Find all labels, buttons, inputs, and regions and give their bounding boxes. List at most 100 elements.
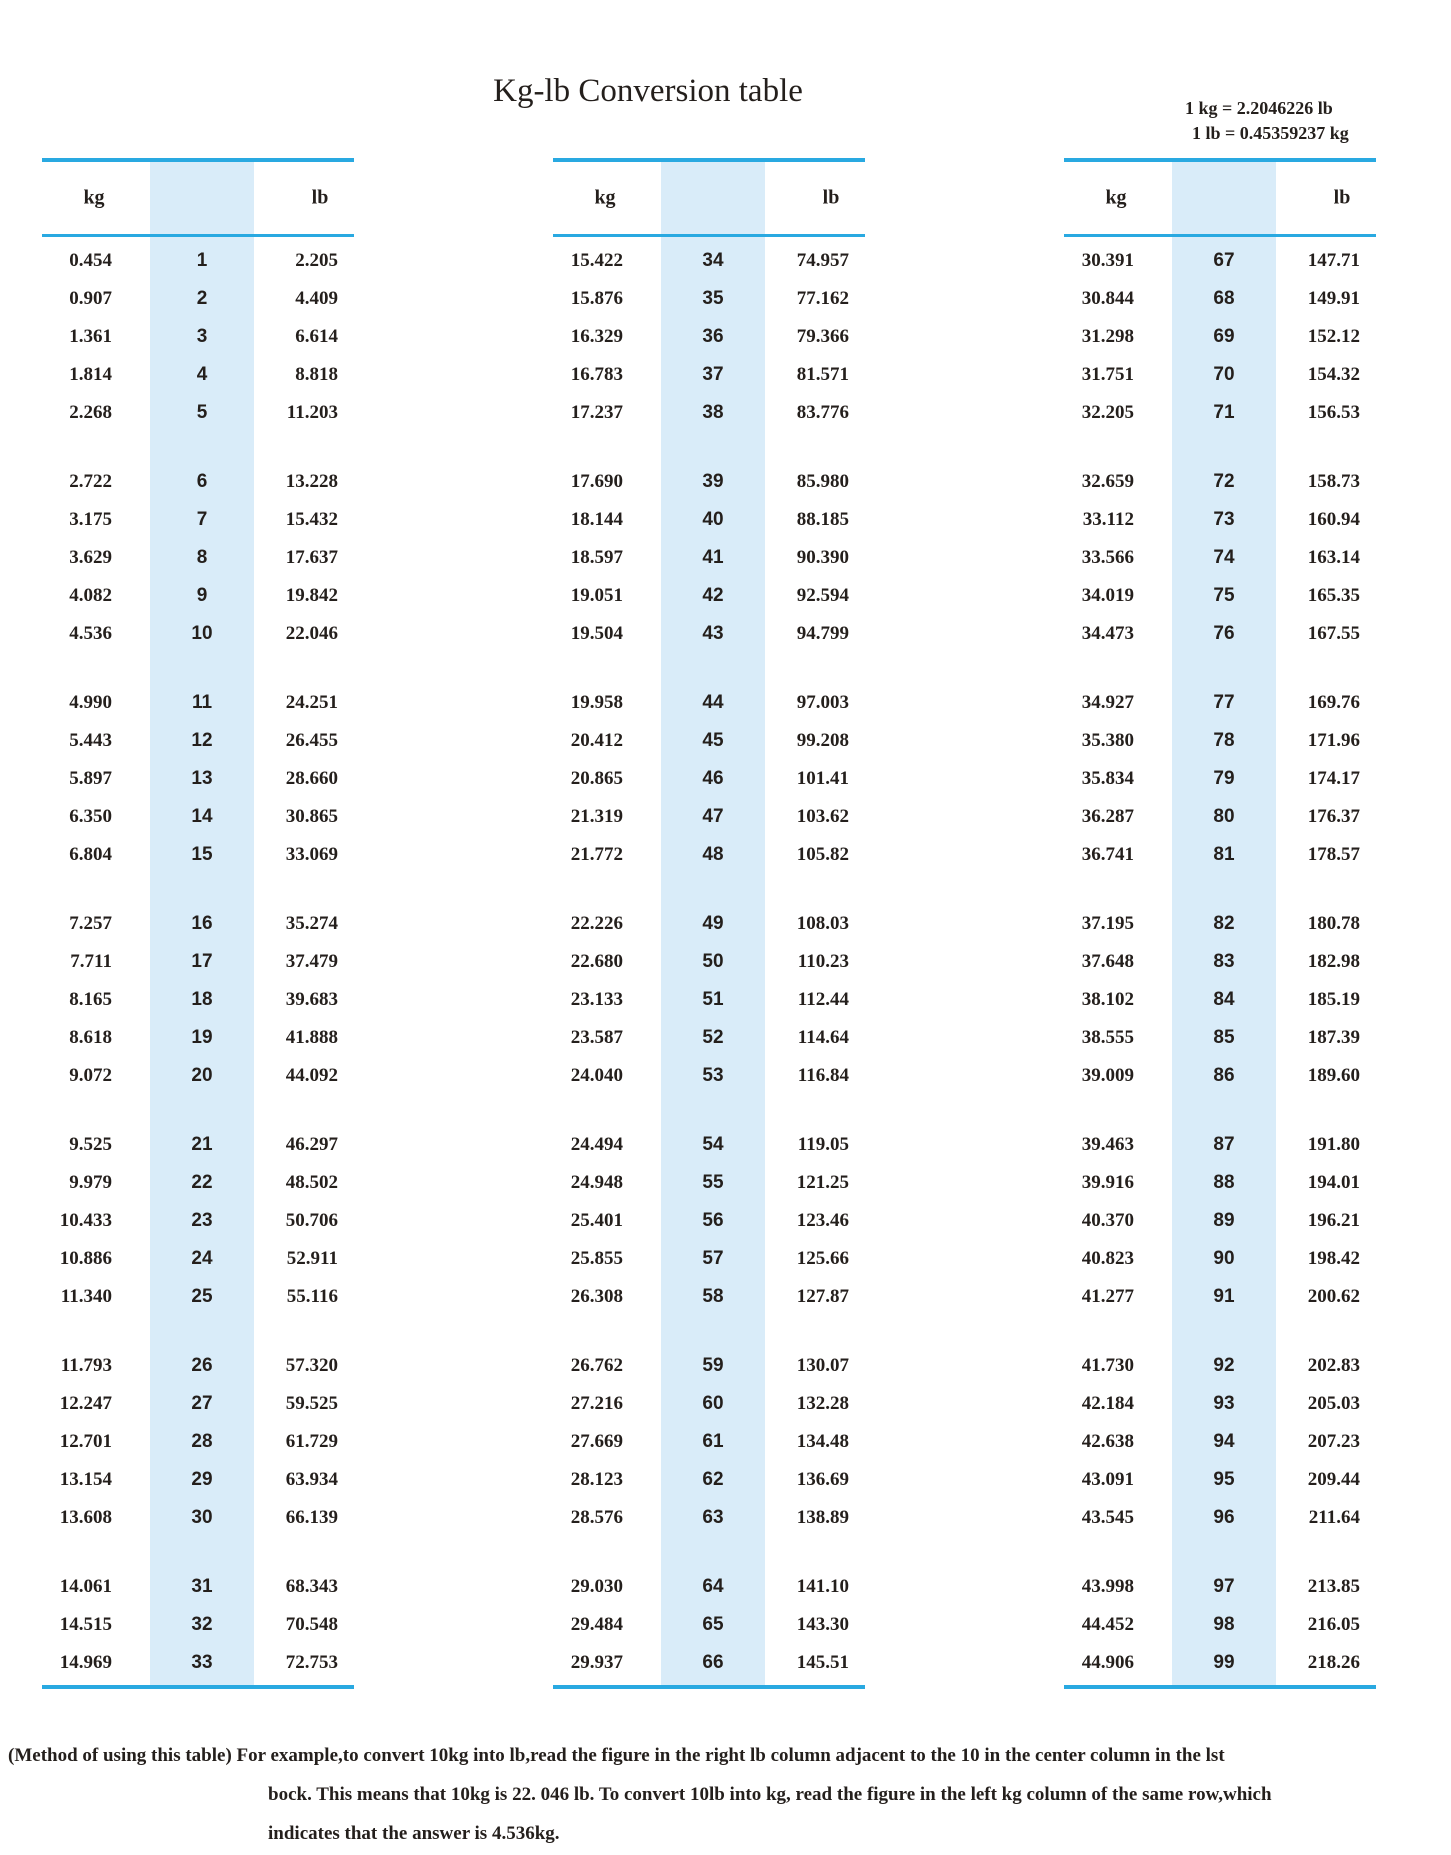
group-spacer xyxy=(1064,1316,1376,1347)
lb-value: 2.205 xyxy=(295,250,338,271)
kg-value: 4.536 xyxy=(69,623,112,644)
table-row: 33.112 73 160.94 xyxy=(1064,501,1376,539)
center-number: 9 xyxy=(196,585,208,606)
kg-value: 42.184 xyxy=(1081,1393,1134,1414)
center-number: 64 xyxy=(702,1576,724,1597)
center-number: 99 xyxy=(1213,1652,1235,1673)
kg-column-header: kg xyxy=(83,186,105,209)
center-number: 47 xyxy=(702,806,724,827)
table-row: 6.804 15 33.069 xyxy=(42,836,354,874)
lb-value: 52.911 xyxy=(286,1248,338,1269)
center-number: 18 xyxy=(191,989,213,1010)
kg-value: 27.216 xyxy=(570,1393,623,1414)
factor-lb-to-kg: 1 lb = 0.45359237 kg xyxy=(1192,123,1349,143)
group-spacer xyxy=(1064,653,1376,684)
center-number: 26 xyxy=(191,1355,213,1376)
method-note: (Method of using this table) For example… xyxy=(8,1736,1272,1853)
table-row: 14.061 31 68.343 xyxy=(42,1568,354,1606)
kg-value: 24.948 xyxy=(570,1172,623,1193)
lb-value: 187.39 xyxy=(1307,1027,1360,1048)
table-row: 40.823 90 198.42 xyxy=(1064,1240,1376,1278)
kg-value: 37.648 xyxy=(1081,951,1134,972)
kg-value: 38.555 xyxy=(1081,1027,1134,1048)
kg-value: 39.463 xyxy=(1081,1134,1134,1155)
kg-value: 15.422 xyxy=(570,250,623,271)
lb-value: 79.366 xyxy=(796,326,849,347)
center-number: 38 xyxy=(702,402,724,423)
group-spacer xyxy=(553,874,865,905)
center-number: 42 xyxy=(702,585,724,606)
kg-value: 31.298 xyxy=(1081,326,1134,347)
table-row: 11.340 25 55.116 xyxy=(42,1278,354,1316)
table-row: 35.380 78 171.96 xyxy=(1064,722,1376,760)
table-row: 21.319 47 103.62 xyxy=(553,798,865,836)
kg-value: 3.175 xyxy=(69,509,112,530)
kg-value: 34.927 xyxy=(1081,692,1134,713)
lb-value: 81.571 xyxy=(796,364,849,385)
center-number: 89 xyxy=(1213,1210,1235,1231)
group-spacer xyxy=(1064,432,1376,463)
kg-value: 42.638 xyxy=(1081,1431,1134,1452)
lb-value: 33.069 xyxy=(285,844,338,865)
table-bottom-rule xyxy=(42,1685,354,1689)
center-number: 14 xyxy=(191,806,213,827)
center-number: 44 xyxy=(702,692,724,713)
kg-value: 12.247 xyxy=(59,1393,112,1414)
center-number: 41 xyxy=(702,547,724,568)
table-row: 7.257 16 35.274 xyxy=(42,905,354,943)
center-number: 83 xyxy=(1213,951,1235,972)
table-row: 35.834 79 174.17 xyxy=(1064,760,1376,798)
center-number: 3 xyxy=(196,326,208,347)
lb-value: 191.80 xyxy=(1307,1134,1360,1155)
center-number: 37 xyxy=(702,364,724,385)
center-number: 49 xyxy=(702,913,724,934)
center-number: 7 xyxy=(196,509,208,530)
center-number: 25 xyxy=(191,1286,213,1307)
lb-value: 211.64 xyxy=(1308,1507,1360,1528)
header-rule xyxy=(1064,234,1376,237)
table-row: 19.504 43 94.799 xyxy=(553,615,865,653)
table-row: 9.525 21 46.297 xyxy=(42,1126,354,1164)
center-number: 78 xyxy=(1213,730,1235,751)
lb-value: 105.82 xyxy=(796,844,849,865)
table-row: 14.515 32 70.548 xyxy=(42,1606,354,1644)
lb-value: 35.274 xyxy=(285,913,338,934)
kg-value: 24.040 xyxy=(570,1065,623,1086)
lb-value: 132.28 xyxy=(796,1393,849,1414)
lb-value: 74.957 xyxy=(796,250,849,271)
lb-value: 99.208 xyxy=(796,730,849,751)
center-number: 76 xyxy=(1213,623,1235,644)
lb-value: 130.07 xyxy=(796,1355,849,1376)
lb-value: 171.96 xyxy=(1307,730,1360,751)
lb-value: 68.343 xyxy=(285,1576,338,1597)
lb-value: 4.409 xyxy=(295,288,338,309)
center-number: 35 xyxy=(702,288,724,309)
kg-value: 20.412 xyxy=(570,730,623,751)
kg-value: 14.969 xyxy=(59,1652,112,1673)
table-row: 26.308 58 127.87 xyxy=(553,1278,865,1316)
center-number: 5 xyxy=(196,402,208,423)
table-body: 0.454 1 2.205 0.907 2 4.409 1.361 3 6.614 1.814 4 8… xyxy=(42,237,354,1685)
table-row: 9.979 22 48.502 xyxy=(42,1164,354,1202)
table-row: 33.566 74 163.14 xyxy=(1064,539,1376,577)
table-row: 19.051 42 92.594 xyxy=(553,577,865,615)
center-number: 36 xyxy=(702,326,724,347)
center-number: 4 xyxy=(196,364,208,385)
table-row: 42.638 94 207.23 xyxy=(1064,1423,1376,1461)
center-number: 23 xyxy=(191,1210,213,1231)
lb-value: 41.888 xyxy=(285,1027,338,1048)
center-number: 81 xyxy=(1213,844,1235,865)
table-header: kg lb xyxy=(42,162,354,234)
kg-value: 25.855 xyxy=(570,1248,623,1269)
table-row: 19.958 44 97.003 xyxy=(553,684,865,722)
center-number: 80 xyxy=(1213,806,1235,827)
kg-value: 26.762 xyxy=(570,1355,623,1376)
header-rule xyxy=(42,234,354,237)
table-row: 25.855 57 125.66 xyxy=(553,1240,865,1278)
center-number: 22 xyxy=(191,1172,213,1193)
center-number: 6 xyxy=(196,471,208,492)
kg-value: 25.401 xyxy=(570,1210,623,1231)
lb-value: 103.62 xyxy=(796,806,849,827)
